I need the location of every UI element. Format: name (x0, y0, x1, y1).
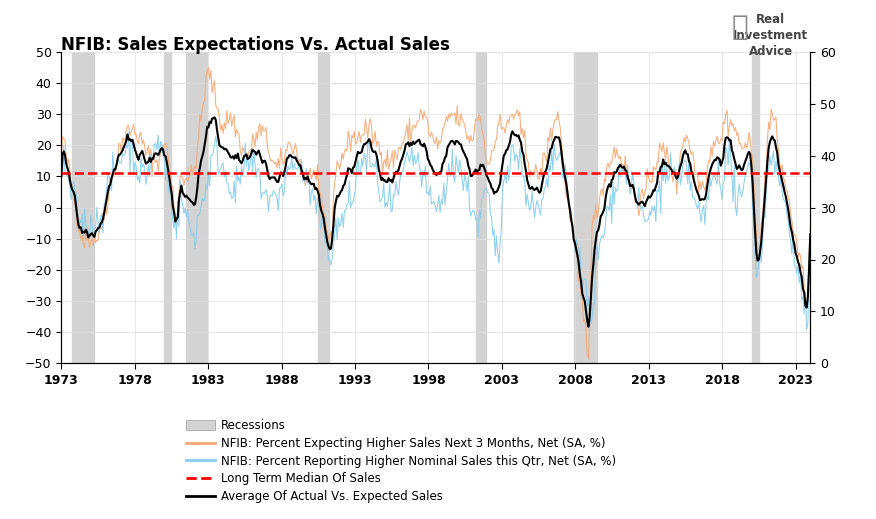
Bar (752, 52, 759, 363)
Text: 🦅: 🦅 (732, 13, 748, 41)
Bar (477, 52, 486, 363)
Bar (73, 52, 95, 363)
Bar (186, 52, 207, 363)
Text: NFIB: Sales Expectations Vs. Actual Sales: NFIB: Sales Expectations Vs. Actual Sale… (61, 36, 450, 54)
Bar (164, 52, 172, 363)
Bar (574, 52, 597, 363)
Text: Real
Investment
Advice: Real Investment Advice (733, 13, 809, 58)
Bar (318, 52, 329, 363)
Legend: Recessions, NFIB: Percent Expecting Higher Sales Next 3 Months, Net (SA, %), NFI: Recessions, NFIB: Percent Expecting High… (181, 415, 621, 508)
